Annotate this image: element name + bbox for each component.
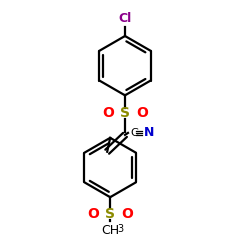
Text: 3: 3 xyxy=(117,224,123,234)
Text: S: S xyxy=(105,207,115,221)
Text: O: O xyxy=(121,207,133,221)
Text: CH: CH xyxy=(101,224,119,237)
Text: O: O xyxy=(102,106,114,120)
Text: C: C xyxy=(130,128,138,138)
Text: S: S xyxy=(120,106,130,120)
Text: O: O xyxy=(88,207,99,221)
Text: O: O xyxy=(136,106,148,120)
Text: Cl: Cl xyxy=(118,12,132,25)
Text: N: N xyxy=(144,126,154,140)
